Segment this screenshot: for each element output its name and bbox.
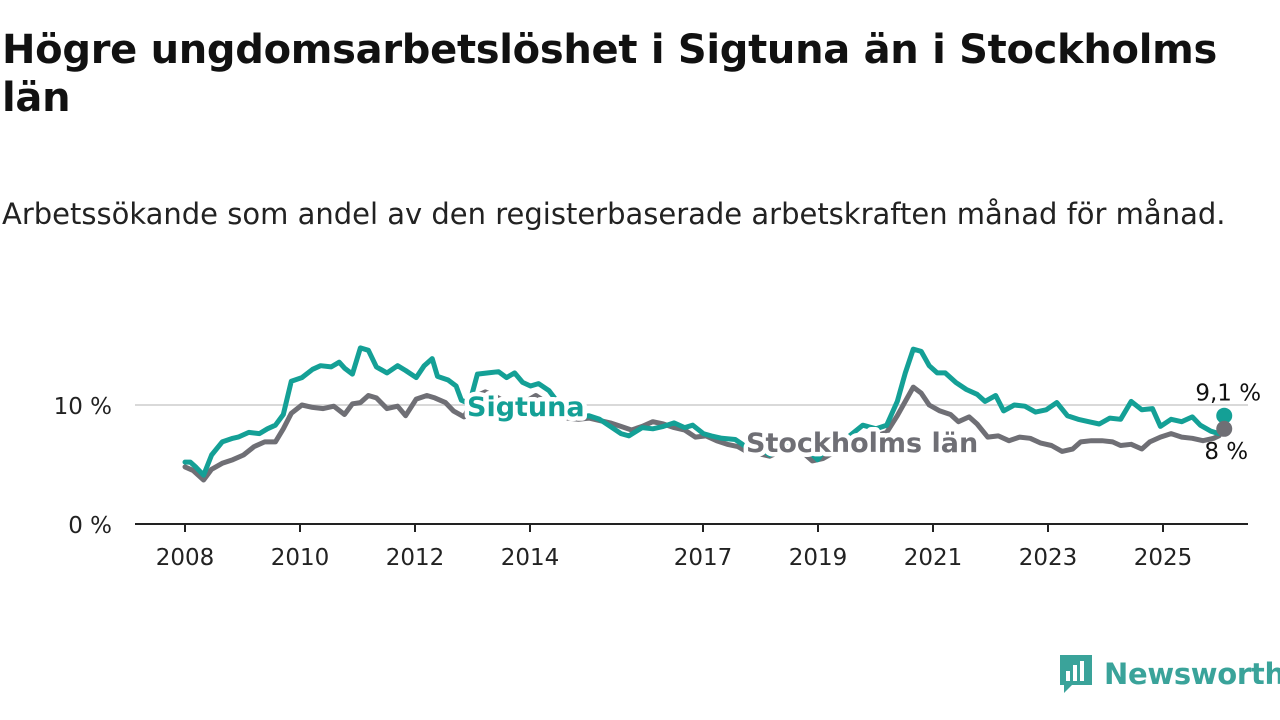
series-line-sigtuna — [182, 345, 1227, 478]
x-tick-label: 2017 — [674, 545, 733, 571]
y-tick-label: 0 % — [68, 513, 112, 539]
x-tick-label: 2008 — [156, 545, 215, 571]
brand-logo: Newsworthy — [1058, 652, 1280, 696]
end-point-stockholms-lan — [1216, 420, 1233, 437]
x-tick-label: 2014 — [501, 545, 560, 571]
series-label-sigtuna-halo: Sigtuna — [467, 392, 585, 423]
end-point-sigtuna — [1216, 407, 1233, 424]
axes: 0 % 10 % 2008 2010 2012 2014 2017 2019 2021 2023 2… — [54, 394, 1248, 571]
brand-name: Newsworthy — [1104, 657, 1280, 691]
x-tick-label: 2010 — [271, 545, 330, 571]
x-tick-label: 2023 — [1019, 545, 1078, 571]
x-tick-label: 2021 — [904, 545, 963, 571]
newsworthy-logo-icon — [1060, 655, 1092, 693]
end-value-label-stockholms-lan: 8 % — [1204, 439, 1248, 465]
end-value-label-sigtuna: 9,1 % — [1195, 381, 1261, 407]
series-label-sigtuna: Sigtuna — [467, 392, 585, 423]
chart-subtitle: Arbetssökande som andel av den registerb… — [2, 197, 1226, 231]
series — [182, 345, 1233, 483]
y-tick-label: 10 % — [54, 394, 112, 420]
x-tick-label: 2025 — [1134, 545, 1193, 571]
series-label-stockholms-lan-halo: Stockholms län — [746, 428, 978, 459]
x-tick-label: 2019 — [789, 545, 848, 571]
series-label-stockholms-lan: Stockholms län — [746, 428, 978, 459]
chart-title: Högre ungdomsarbetslöshet i Sigtuna än i… — [2, 27, 1218, 121]
x-tick-label: 2012 — [386, 545, 445, 571]
